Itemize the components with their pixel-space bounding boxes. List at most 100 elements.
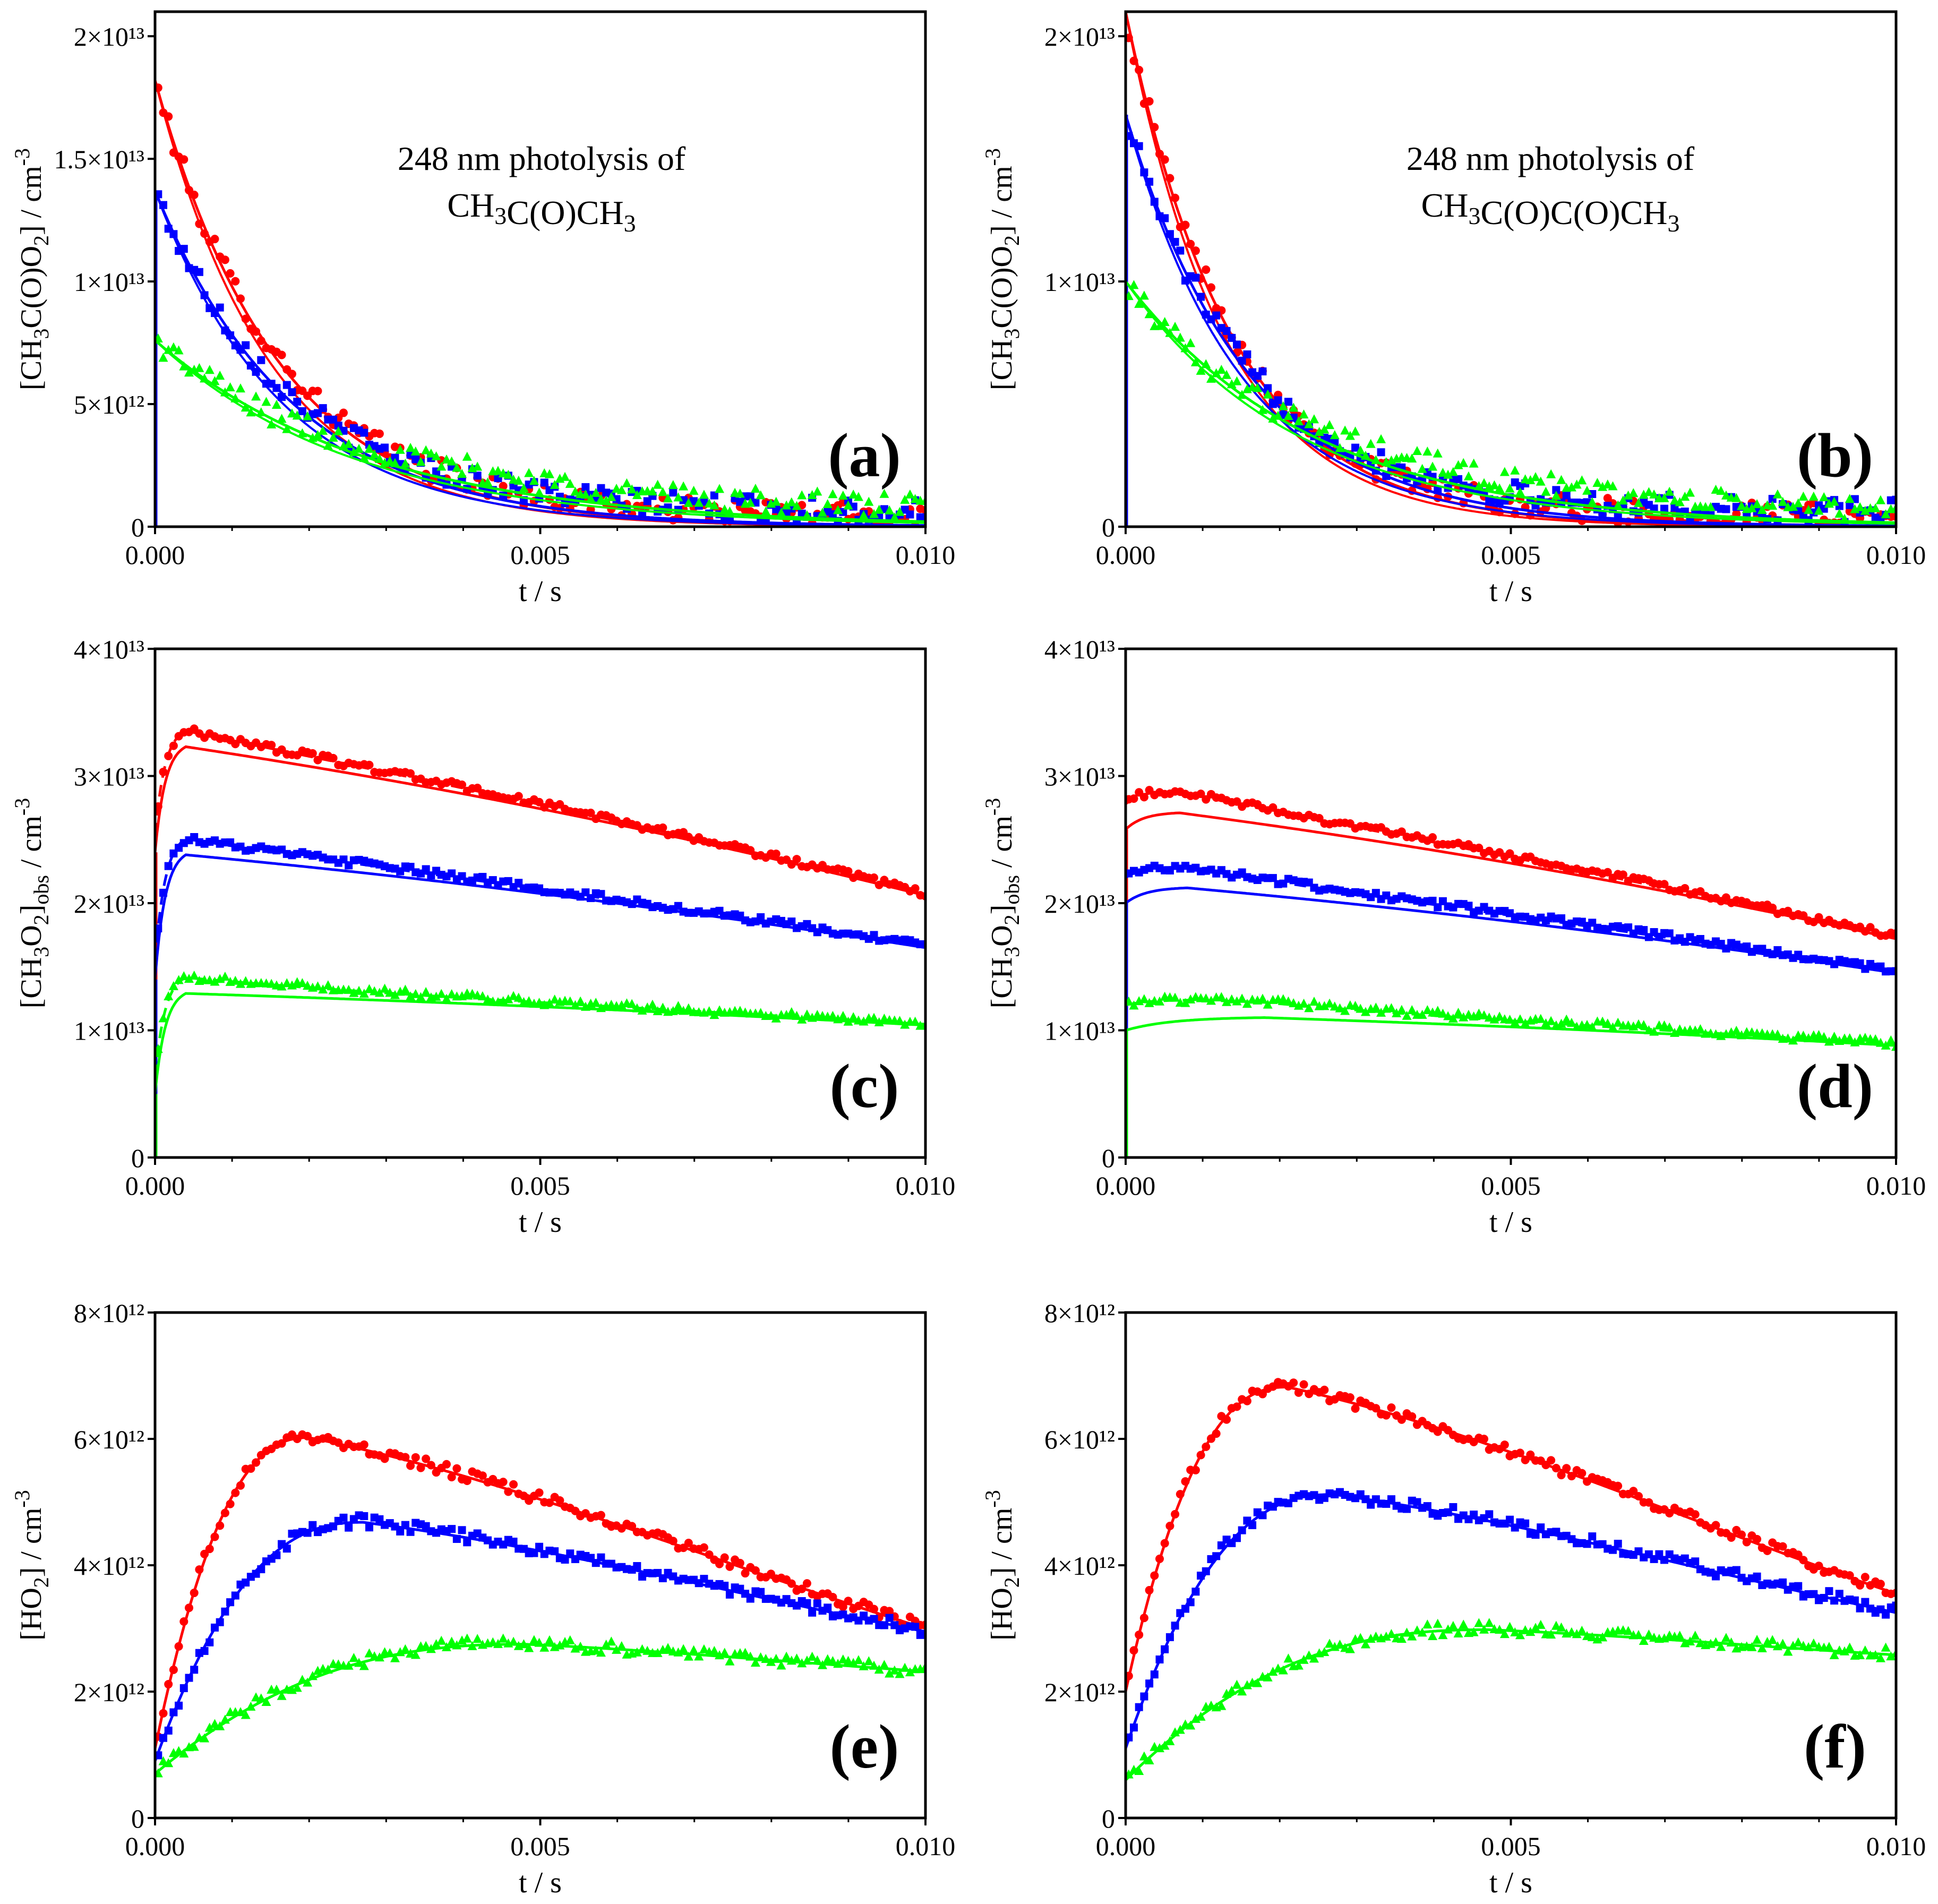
data-point	[261, 397, 271, 406]
data-point	[1526, 1450, 1535, 1459]
data-point	[812, 486, 822, 496]
data-point	[1505, 1622, 1515, 1631]
data-point	[668, 480, 678, 490]
plot-frame	[153, 10, 927, 528]
red-series-dashed-line	[155, 729, 925, 896]
data-point	[1515, 487, 1525, 496]
data-point	[1499, 467, 1510, 476]
data-point	[1212, 311, 1221, 320]
data-point	[1629, 1487, 1638, 1496]
data-point	[339, 408, 348, 417]
data-point	[1387, 1495, 1395, 1504]
data-point	[1525, 475, 1536, 484]
data-point	[1824, 1642, 1834, 1651]
x-tick-label: 0.005	[1481, 1831, 1541, 1861]
data-point	[431, 991, 441, 1001]
data-point	[1598, 1016, 1608, 1026]
data-point	[391, 453, 399, 462]
data-point	[1768, 500, 1778, 510]
data-point	[1665, 486, 1675, 496]
data-point	[1278, 1665, 1288, 1675]
data-point	[1474, 1008, 1484, 1018]
data-point	[750, 1657, 760, 1667]
data-point	[1752, 499, 1762, 509]
data-point	[539, 1642, 550, 1652]
data-point	[1284, 398, 1292, 406]
data-point	[1129, 1000, 1139, 1010]
data-point	[509, 1480, 518, 1489]
data-point	[1196, 365, 1206, 375]
data-point	[1866, 923, 1875, 932]
data-point	[1556, 1622, 1566, 1632]
data-point	[627, 484, 637, 494]
data-point	[1232, 340, 1241, 349]
data-point	[565, 1635, 575, 1644]
data-point	[421, 445, 431, 454]
data-point	[1665, 929, 1674, 938]
data-point	[803, 1599, 811, 1607]
data-point	[1396, 1634, 1407, 1643]
data-point	[1572, 479, 1582, 489]
data-point	[838, 491, 848, 500]
y-tick-label: 8×10¹²	[1044, 1298, 1115, 1328]
y-tick-label: 4×10¹²	[1044, 1551, 1115, 1581]
data-point	[1222, 327, 1231, 335]
data-point	[1428, 896, 1437, 905]
data-point	[879, 1660, 889, 1669]
data-point	[1330, 430, 1340, 440]
data-point	[875, 512, 884, 521]
data-point	[1722, 505, 1730, 513]
data-point	[683, 498, 693, 507]
data-point	[1325, 1639, 1335, 1648]
data-point	[869, 1013, 879, 1022]
data-point	[194, 363, 204, 372]
data-point	[911, 884, 920, 893]
panel-a: 0.000 0.005 0.010 0 5×10¹² 1×10¹³ 1.5×10¹³ 2×10…	[10, 10, 956, 608]
data-point	[1433, 1618, 1443, 1628]
data-point	[1876, 1580, 1885, 1589]
x-tick-label: 0.000	[1096, 1171, 1156, 1200]
y-tick-label: 1×10¹³	[74, 267, 144, 297]
data-point	[1556, 1018, 1566, 1028]
data-point	[529, 1635, 539, 1644]
data-point	[447, 456, 457, 466]
data-point	[1860, 1573, 1870, 1582]
data-point	[1222, 370, 1232, 379]
data-point	[1659, 493, 1669, 502]
data-point	[1608, 481, 1618, 491]
data-point	[1191, 273, 1200, 282]
data-point	[1268, 803, 1277, 812]
panel-e: 0.000 0.005 0.010 0 2×10¹² 4×10¹² 6×10¹² 8×10¹²…	[10, 1298, 955, 1899]
data-point	[519, 483, 529, 492]
panel-d: 0.000 0.005 0.010 0 1×10¹³ 2×10¹³ 3×10¹³ 4×10¹³…	[981, 634, 1926, 1239]
y-tick-label: 1.5×10¹³	[54, 144, 144, 174]
data-point	[828, 489, 838, 499]
data-point	[1293, 416, 1304, 426]
data-point	[1289, 1378, 1298, 1387]
data-point	[344, 439, 354, 448]
data-point	[1768, 1635, 1778, 1644]
data-point	[1216, 1701, 1227, 1710]
data-point	[1640, 926, 1648, 934]
data-point	[313, 430, 323, 439]
data-point	[204, 365, 215, 374]
panel-label: (a)	[828, 421, 901, 490]
data-point	[271, 1684, 281, 1694]
x-tick-label: 0.010	[896, 1171, 956, 1200]
data-point	[750, 483, 760, 493]
data-point	[596, 494, 606, 503]
x-tick-label: 0.010	[896, 540, 956, 570]
data-point	[632, 1647, 642, 1657]
data-point	[339, 1513, 348, 1522]
y-axis-title: [CH3C(O)O2] / cm-3	[10, 148, 53, 390]
data-point	[1566, 482, 1576, 492]
panel-f: 0.000 0.005 0.010 0 2×10¹² 4×10¹² 6×10¹² 8×10¹²…	[981, 1298, 1926, 1899]
data-point	[694, 498, 704, 507]
data-point	[1603, 494, 1612, 503]
data-point	[889, 512, 899, 522]
data-point	[1237, 1686, 1247, 1696]
data-point	[838, 1011, 848, 1020]
data-point	[1644, 487, 1654, 496]
data-point	[786, 497, 796, 507]
data-point	[555, 1496, 564, 1505]
